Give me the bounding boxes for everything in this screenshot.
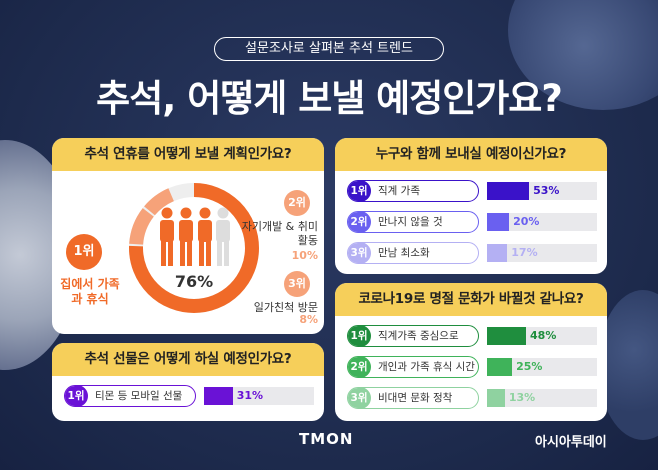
bar-track bbox=[487, 358, 597, 376]
rank-3-value: 8% bbox=[299, 313, 318, 326]
bar-track bbox=[204, 387, 314, 405]
bar-fill bbox=[487, 327, 527, 345]
bar-rank-badge: 2위 bbox=[348, 212, 371, 232]
tmon-logo: TMON bbox=[299, 430, 354, 448]
bar-track bbox=[487, 244, 597, 262]
page-title: 추석, 어떻게 보낼 예정인가요? bbox=[96, 77, 563, 120]
bar-category-label: 개인과 가족 휴식 시간 bbox=[378, 361, 475, 373]
bar-category-label: 만나지 않을 것 bbox=[378, 216, 443, 228]
gift-plan-question: 추석 선물은 어떻게 하실 예정인가요? bbox=[52, 343, 324, 376]
rank-2-badge: 2위 bbox=[284, 190, 310, 216]
bar-value-label: 13% bbox=[508, 391, 536, 404]
bar-track bbox=[487, 389, 597, 407]
bar-category-label: 직계가족 중심으로 bbox=[378, 330, 459, 342]
rank-3-badge: 3위 bbox=[284, 271, 310, 297]
bar-value-label: 25% bbox=[516, 360, 543, 373]
bar-fill bbox=[487, 358, 513, 376]
bar-track bbox=[487, 327, 597, 345]
bar-rank-badge: 1위 bbox=[348, 181, 371, 201]
people-icon bbox=[160, 207, 230, 266]
donut-chart bbox=[129, 183, 259, 313]
bar-value-label: 17% bbox=[511, 246, 538, 259]
bar-track bbox=[487, 213, 597, 231]
bar-label-pill: 2위 만나지 않을 것 bbox=[347, 211, 479, 233]
bar-value-label: 20% bbox=[513, 215, 540, 228]
bar-label-pill: 1위 직계가족 중심으로 bbox=[347, 325, 479, 347]
holiday-plan-question: 추석 연휴를 어떻게 보낼 계획인가요? bbox=[52, 138, 324, 171]
culture-change-question: 코로나19로 명절 문화가 바뀔것 같나요? bbox=[335, 283, 607, 316]
rank-2-label: 자기개발 & 취미활동 bbox=[241, 220, 318, 247]
bar-label-pill: 1위 티몬 등 모바일 선물 bbox=[64, 385, 196, 407]
bar-fill bbox=[487, 244, 508, 262]
bar-fill bbox=[487, 389, 505, 407]
bar-rank-badge: 3위 bbox=[348, 243, 371, 263]
holiday-plan-card: 추석 연휴를 어떻게 보낼 계획인가요? 76% 1위 집에서 가족과 휴식 2… bbox=[52, 138, 324, 334]
bar-fill bbox=[487, 182, 530, 200]
rank-1-label: 집에서 가족과 휴식 bbox=[60, 277, 120, 306]
companion-question: 누구와 함께 보내실 예정이신가요? bbox=[335, 138, 607, 171]
bar-category-label: 비대면 문화 정착 bbox=[378, 392, 453, 404]
bar-rank-badge: 1위 bbox=[348, 326, 371, 346]
bar-label-pill: 2위 개인과 가족 휴식 시간 bbox=[347, 356, 479, 378]
bar-value-label: 48% bbox=[530, 329, 557, 342]
rank-2-value: 10% bbox=[291, 249, 318, 262]
bar-category-label: 만남 최소화 bbox=[378, 247, 430, 259]
rank-1-badge: 1위 bbox=[66, 234, 102, 270]
bar-label-pill: 3위 만남 최소화 bbox=[347, 242, 479, 264]
bar-value-label: 31% bbox=[236, 389, 264, 402]
culture-change-card: 코로나19로 명절 문화가 바뀔것 같나요? 1위 직계가족 중심으로 48% 2위 개… bbox=[335, 283, 607, 421]
cloth-decoration-bottom-right bbox=[598, 290, 658, 440]
bar-label-pill: 3위 비대면 문화 정착 bbox=[347, 387, 479, 409]
gift-plan-card: 추석 선물은 어떻게 하실 예정인가요? 1위 티몬 등 모바일 선물 31% bbox=[52, 343, 324, 421]
donut-center-value: 76% bbox=[174, 272, 214, 291]
survey-subtitle: 설문조사로 살펴본 추석 트렌드 bbox=[214, 37, 444, 61]
bar-category-label: 티몬 등 모바일 선물 bbox=[95, 390, 183, 402]
holiday-plan-donut: 76% bbox=[124, 178, 264, 318]
bar-fill bbox=[204, 387, 233, 405]
bar-rank-badge: 1위 bbox=[65, 386, 88, 406]
donut-slice-1 bbox=[129, 183, 259, 313]
bar-category-label: 직계 가족 bbox=[378, 185, 420, 197]
rank-3-label: 일가친척 방문 bbox=[253, 301, 318, 314]
bar-rank-badge: 3위 bbox=[348, 388, 371, 408]
bar-track bbox=[487, 182, 597, 200]
bar-value-label: 53% bbox=[533, 184, 560, 197]
bar-rank-badge: 2위 bbox=[348, 357, 371, 377]
publisher-logo: 아시아투데이 bbox=[535, 435, 607, 450]
bar-label-pill: 1위 직계 가족 bbox=[347, 180, 479, 202]
bar-fill bbox=[487, 213, 510, 231]
